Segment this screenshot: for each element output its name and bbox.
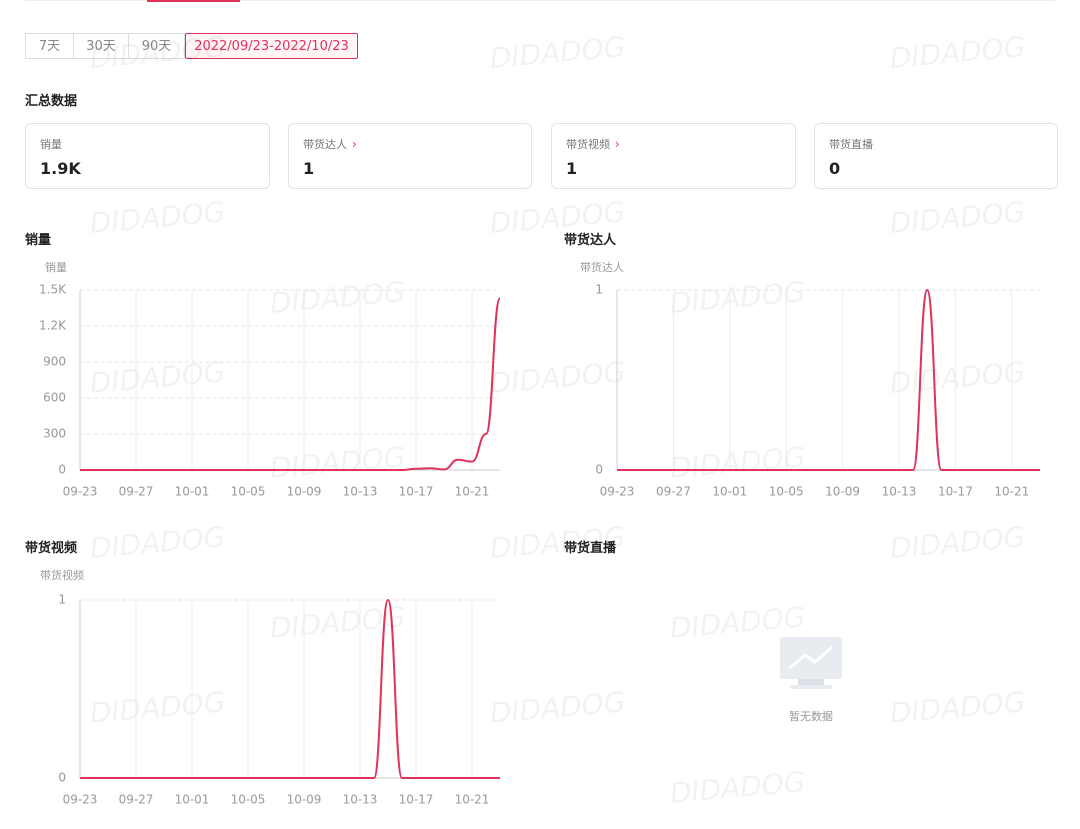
x-tick-label: 09-23 bbox=[63, 793, 98, 807]
watermark: DIDADOG bbox=[88, 195, 226, 240]
watermark: DIDADOG bbox=[88, 685, 226, 730]
chart-title: 销量 bbox=[25, 233, 52, 248]
card-label: 带货视频 › bbox=[566, 137, 620, 151]
x-tick-label: 10-13 bbox=[343, 793, 378, 807]
y-tick-label: 0 bbox=[58, 463, 66, 477]
x-tick-label: 10-13 bbox=[343, 485, 378, 499]
summary-card[interactable]: 带货达人 › 1 bbox=[288, 123, 532, 189]
summary-card[interactable]: 带货视频 › 1 bbox=[551, 123, 796, 189]
x-tick-label: 10-21 bbox=[455, 485, 490, 499]
x-tick-label: 09-27 bbox=[119, 793, 154, 807]
x-tick-label: 10-17 bbox=[399, 793, 434, 807]
watermark: DIDADOG bbox=[488, 30, 626, 75]
x-tick-label: 09-23 bbox=[600, 485, 635, 499]
watermark: DIDADOG bbox=[668, 765, 806, 810]
y-tick-label: 1 bbox=[58, 593, 66, 607]
card-label: 销量 bbox=[40, 138, 62, 151]
x-tick-label: 10-09 bbox=[287, 793, 322, 807]
x-tick-label: 09-27 bbox=[119, 485, 154, 499]
x-tick-label: 10-01 bbox=[175, 793, 210, 807]
x-tick-label: 10-05 bbox=[231, 485, 266, 499]
x-tick-label: 10-05 bbox=[769, 485, 804, 499]
card-label-text: 带货达人 bbox=[303, 138, 347, 151]
y-tick-label: 900 bbox=[43, 355, 66, 369]
watermark: DIDADOG bbox=[888, 195, 1026, 240]
x-tick-label: 10-01 bbox=[175, 485, 210, 499]
watermark: DIDADOG bbox=[888, 685, 1026, 730]
summary-card: 销量 1.9K bbox=[25, 123, 270, 189]
x-tick-label: 10-17 bbox=[938, 485, 973, 499]
watermark: DIDADOG bbox=[888, 355, 1026, 400]
watermark: DIDADOG bbox=[268, 275, 406, 320]
y-tick-label: 1.5K bbox=[39, 283, 67, 297]
active-tab-underline bbox=[147, 0, 240, 2]
x-tick-label: 10-09 bbox=[825, 485, 860, 499]
y-tick-label: 300 bbox=[43, 427, 66, 441]
line-series bbox=[617, 288, 1040, 471]
watermark: DIDADOG bbox=[488, 195, 626, 240]
x-tick-label: 10-21 bbox=[455, 793, 490, 807]
y-tick-label: 600 bbox=[43, 391, 66, 405]
card-label-text: 带货视频 bbox=[566, 138, 610, 151]
card-value: 1 bbox=[566, 159, 578, 178]
y-tick-label: 1.2K bbox=[39, 319, 67, 333]
card-label: 带货直播 bbox=[829, 138, 873, 151]
card-label: 带货达人 › bbox=[303, 137, 357, 151]
range-tab-active[interactable]: 2022/09/23-2022/10/23 bbox=[185, 33, 358, 59]
y-tick-label: 0 bbox=[595, 463, 603, 477]
line-series bbox=[80, 297, 501, 471]
watermark: DIDADOG bbox=[268, 440, 406, 485]
y-axis-title: 带货达人 bbox=[580, 260, 624, 274]
y-axis-title: 销量 bbox=[45, 260, 67, 274]
x-tick-label: 10-13 bbox=[882, 485, 917, 499]
chart-title: 带货视频 bbox=[25, 541, 78, 556]
x-tick-label: 10-05 bbox=[231, 793, 266, 807]
section-title: 带货直播 bbox=[564, 541, 617, 556]
line-series bbox=[80, 598, 500, 779]
section-title: 汇总数据 bbox=[25, 94, 78, 109]
watermark: DIDADOG bbox=[488, 520, 626, 565]
x-tick-label: 10-09 bbox=[287, 485, 322, 499]
range-tab[interactable]: 90天 bbox=[128, 33, 185, 59]
x-tick-label: 10-17 bbox=[399, 485, 434, 499]
watermark: DIDADOG bbox=[488, 685, 626, 730]
card-value: 0 bbox=[829, 159, 841, 178]
x-tick-label: 09-23 bbox=[63, 485, 98, 499]
x-tick-label: 10-01 bbox=[712, 485, 747, 499]
watermark: DIDADOG bbox=[88, 520, 226, 565]
card-value: 1.9K bbox=[40, 159, 81, 178]
y-tick-label: 1 bbox=[595, 283, 603, 297]
card-value: 1 bbox=[303, 159, 315, 178]
summary-card: 带货直播 0 bbox=[814, 123, 1058, 189]
watermark: DIDADOG bbox=[88, 30, 226, 75]
chart-title: 带货达人 bbox=[564, 233, 617, 248]
watermark: DIDADOG bbox=[488, 355, 626, 400]
top-divider bbox=[25, 0, 1055, 1]
x-tick-label: 10-21 bbox=[994, 485, 1029, 499]
empty-text: 暂无数据 bbox=[789, 709, 833, 723]
y-axis-title: 带货视频 bbox=[40, 568, 84, 582]
watermark: DIDADOG bbox=[888, 520, 1026, 565]
empty-icon bbox=[780, 637, 842, 689]
watermark: DIDADOG bbox=[888, 30, 1026, 75]
y-tick-label: 0 bbox=[58, 771, 66, 785]
x-tick-label: 09-27 bbox=[656, 485, 691, 499]
